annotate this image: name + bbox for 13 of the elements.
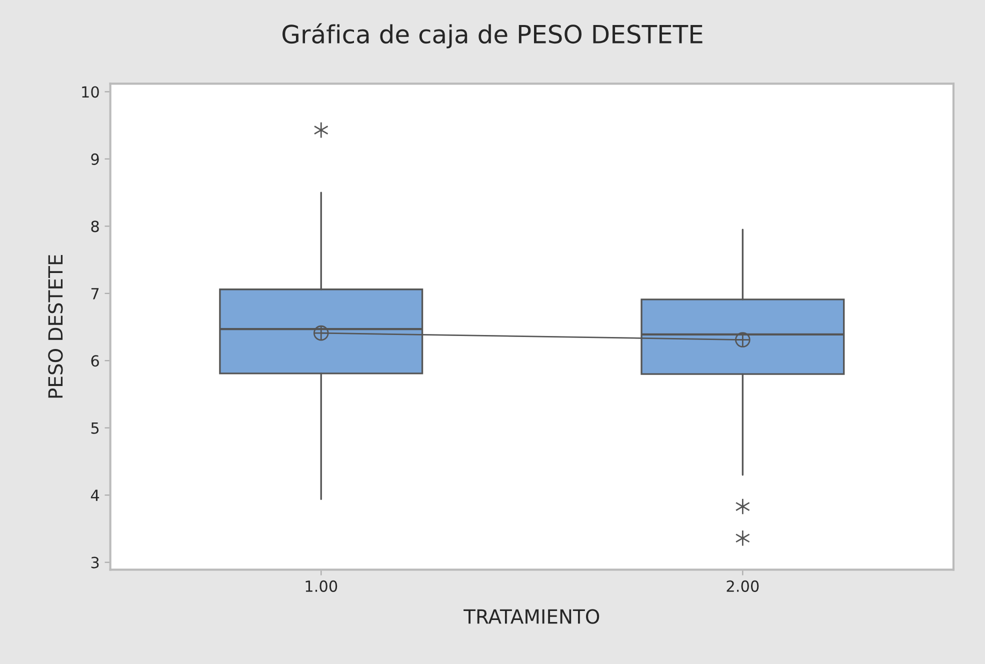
y-tick-label: 9 xyxy=(91,153,99,165)
y-axis-title: PESO DESTETE xyxy=(48,255,63,398)
y-tick-label: 7 xyxy=(91,288,99,300)
y-tick-label: 6 xyxy=(91,355,99,367)
y-tick-label: 8 xyxy=(91,220,99,232)
chart-title: Gráfica de caja de PESO DESTETE xyxy=(282,23,702,48)
x-tick-label: 2.00 xyxy=(726,580,759,592)
y-tick-label: 10 xyxy=(82,86,99,98)
y-tick-label: 3 xyxy=(91,556,99,568)
x-axis-title: TRATAMIENTO xyxy=(464,609,600,624)
x-tick-label: 1.00 xyxy=(306,580,338,592)
y-tick-label: 4 xyxy=(90,490,100,501)
y-tick-label: 5 xyxy=(91,422,99,434)
